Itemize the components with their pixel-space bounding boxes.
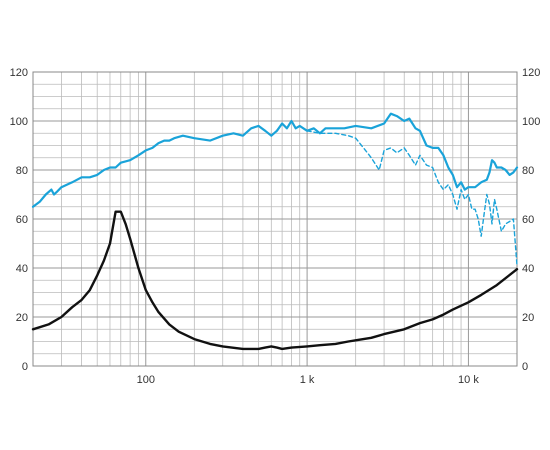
off-axis-response-line bbox=[306, 130, 518, 267]
y-tick-label-left: 20 bbox=[16, 312, 28, 324]
plot-frame bbox=[32, 71, 518, 367]
y-tick-label-left: 40 bbox=[16, 263, 28, 275]
x-axis-tick-labels: 100 1 k 10 k bbox=[137, 374, 480, 386]
series-layer bbox=[31, 112, 519, 351]
y-tick-label-right: 80 bbox=[522, 165, 534, 177]
y-tick-label-right: 120 bbox=[522, 67, 540, 79]
left-axis-tick-labels: 0 20 40 60 80 100 120 bbox=[10, 67, 28, 373]
y-tick-label-right: 40 bbox=[522, 263, 534, 275]
x-tick-label: 10 k bbox=[458, 374, 479, 386]
y-tick-label-left: 80 bbox=[16, 165, 28, 177]
y-tick-label-right: 60 bbox=[522, 214, 534, 226]
impedance-line bbox=[31, 210, 519, 351]
y-tick-label-right: 20 bbox=[522, 312, 534, 324]
major-gridlines bbox=[33, 72, 517, 366]
x-tick-label: 1 k bbox=[300, 374, 315, 386]
y-tick-label-right: 100 bbox=[522, 116, 540, 128]
y-tick-label-left: 0 bbox=[22, 361, 28, 373]
y-tick-label-left: 120 bbox=[10, 67, 28, 79]
y-tick-label-left: 60 bbox=[16, 214, 28, 226]
y-tick-label-left: 100 bbox=[10, 116, 28, 128]
on-axis-response-line bbox=[31, 112, 519, 208]
y-tick-label-right: 0 bbox=[522, 361, 528, 373]
right-axis-tick-labels: 0 20 40 60 80 100 120 bbox=[522, 67, 540, 373]
x-tick-label: 100 bbox=[137, 374, 155, 386]
